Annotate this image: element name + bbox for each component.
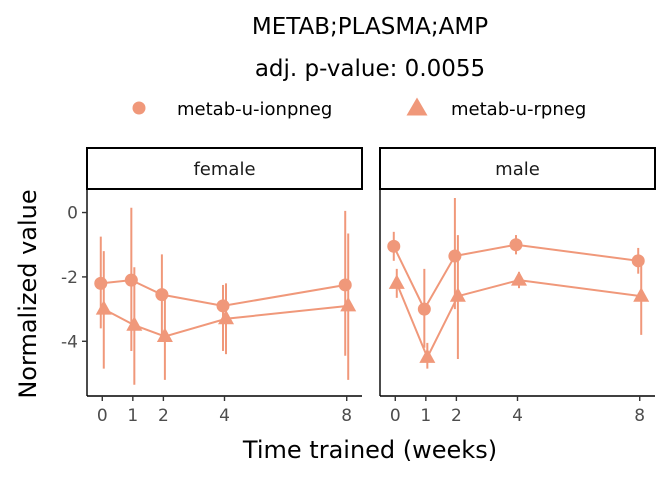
legend-circle-icon bbox=[132, 101, 146, 115]
data-point-triangle bbox=[218, 309, 234, 325]
y-tick-label: -2 bbox=[61, 268, 78, 288]
x-tick-label: 2 bbox=[158, 406, 169, 426]
x-tick-label: 0 bbox=[390, 406, 401, 426]
y-tick-label: 0 bbox=[67, 204, 78, 224]
panel-male-strip: male bbox=[379, 147, 656, 190]
data-point-triangle bbox=[511, 271, 527, 286]
legend-triangle-icon bbox=[406, 97, 428, 116]
x-tick-label: 1 bbox=[127, 406, 138, 426]
x-tick-label: 1 bbox=[420, 406, 431, 426]
y-axis-title: Normalized value bbox=[14, 189, 42, 398]
x-tick-label: 8 bbox=[634, 406, 645, 426]
x-tick-label: 4 bbox=[512, 406, 523, 426]
data-point-circle bbox=[216, 299, 230, 313]
chart-title: METAB;PLASMA;AMP bbox=[252, 14, 488, 40]
x-tick-label: 2 bbox=[451, 406, 462, 426]
strip-label-female: female bbox=[193, 159, 255, 180]
data-point-circle bbox=[124, 273, 138, 287]
data-point-circle bbox=[448, 249, 462, 263]
chart-subtitle: adj. p-value: 0.0055 bbox=[255, 56, 485, 82]
data-point-circle bbox=[338, 278, 352, 292]
data-point-circle bbox=[631, 254, 645, 268]
strip-label-male: male bbox=[495, 159, 540, 180]
data-point-triangle bbox=[95, 300, 112, 315]
x-tick-label: 0 bbox=[97, 406, 108, 426]
legend-label-ionpneg: metab-u-ionpneg bbox=[177, 99, 332, 120]
panel-female: 0-2-40 1 2 4 8 bbox=[61, 190, 362, 426]
strip-box-female bbox=[86, 147, 363, 190]
panel-female-strip: female bbox=[86, 147, 363, 190]
data-point-circle bbox=[94, 276, 108, 290]
x-tick-label: 8 bbox=[341, 406, 352, 426]
data-point-triangle bbox=[340, 296, 357, 312]
data-point-circle bbox=[387, 239, 401, 253]
data-point-triangle bbox=[126, 316, 143, 331]
data-point-triangle bbox=[156, 327, 173, 342]
data-point-circle bbox=[417, 302, 431, 316]
data-point-triangle bbox=[419, 348, 436, 363]
data-point-circle bbox=[509, 238, 523, 252]
plot-area: 0-2-40 1 2 4 8 0 1 2 4 8 bbox=[61, 190, 655, 426]
data-point-triangle bbox=[449, 287, 466, 302]
legend-label-rpneg: metab-u-rpneg bbox=[451, 99, 586, 120]
strip-box-male bbox=[379, 147, 656, 190]
data-point-triangle bbox=[633, 287, 650, 302]
y-tick-label: -4 bbox=[61, 332, 78, 352]
data-point-circle bbox=[155, 288, 169, 302]
legend: metab-u-ionpneg metab-u-rpneg bbox=[132, 97, 586, 120]
x-tick-label: 4 bbox=[219, 406, 230, 426]
x-axis-title: Time trained (weeks) bbox=[242, 436, 497, 464]
data-point-triangle bbox=[388, 274, 405, 289]
